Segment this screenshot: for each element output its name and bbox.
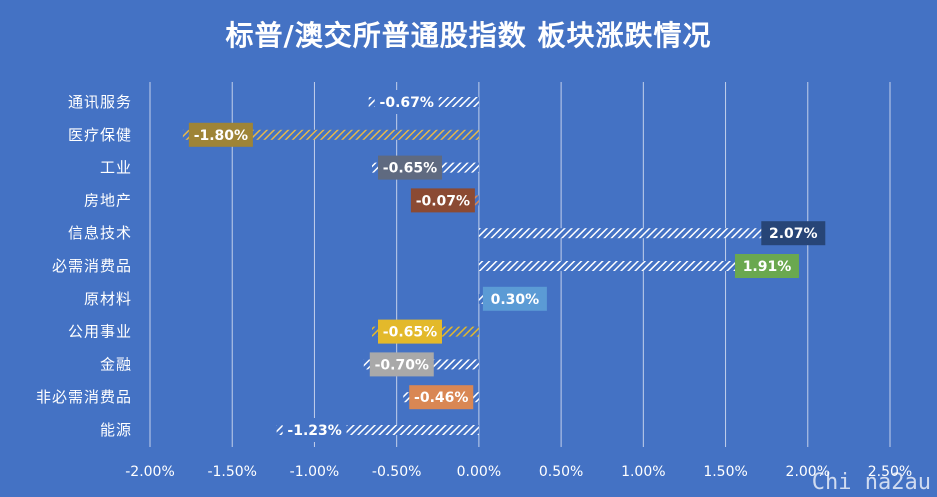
data-label: -0.07%: [410, 188, 475, 213]
category-label: 金融: [100, 355, 132, 373]
data-label: -1.80%: [188, 122, 253, 147]
x-tick-label: 2.00%: [786, 464, 830, 480]
bar: [182, 129, 479, 140]
bar: [478, 228, 820, 239]
data-label: 0.30%: [482, 286, 547, 311]
bar: [276, 425, 479, 435]
category-label: 公用事业: [68, 323, 132, 341]
data-label: -0.70%: [369, 352, 434, 377]
data-label: -0.67%: [374, 90, 439, 114]
data-label: -0.65%: [378, 319, 442, 344]
svg-text:-0.65%: -0.65%: [383, 325, 437, 341]
svg-text:-1.23%: -1.23%: [287, 423, 341, 439]
x-tick-label: -2.00%: [125, 464, 175, 480]
category-label: 非必需消费品: [36, 388, 132, 406]
x-tick-label: -1.50%: [207, 464, 257, 480]
data-label: 2.07%: [761, 221, 826, 246]
data-label: -0.65%: [378, 155, 442, 180]
x-tick-label: 2.50%: [868, 464, 912, 480]
svg-text:-1.80%: -1.80%: [194, 128, 248, 144]
svg-text:2.07%: 2.07%: [769, 226, 818, 242]
x-tick-label: 1.00%: [621, 464, 665, 480]
svg-text:-0.65%: -0.65%: [383, 161, 437, 177]
bars: [182, 97, 820, 435]
x-tick-label: 0.50%: [539, 464, 583, 480]
category-label: 必需消费品: [52, 257, 132, 275]
category-label: 能源: [100, 421, 132, 439]
svg-text:-0.67%: -0.67%: [380, 95, 434, 111]
x-tick-label: -1.00%: [290, 464, 340, 480]
svg-text:1.91%: 1.91%: [743, 259, 792, 275]
category-label: 工业: [100, 159, 132, 177]
x-tick-label: 0.00%: [457, 464, 501, 480]
x-tick-label: 1.50%: [703, 464, 747, 480]
data-label: -0.46%: [409, 385, 474, 410]
svg-text:-0.46%: -0.46%: [414, 390, 468, 406]
data-label: 1.91%: [734, 254, 799, 278]
data-labels: -0.67% -1.80% -0.65% -0.07% 2.07% 1.91% 0.30% -…: [188, 90, 826, 442]
category-label: 原材料: [84, 290, 132, 308]
chart-title: 标普/澳交所普通股指数 板块涨跌情况: [225, 19, 712, 52]
bar: [478, 261, 793, 271]
watermark-text: Chi na2au: [811, 470, 931, 495]
category-label: 医疗保健: [68, 126, 132, 144]
category-label: 房地产: [84, 191, 132, 209]
data-label: -1.23%: [282, 418, 347, 442]
x-tick-labels: -2.00% -1.50% -1.00% -0.50% 0.00% 0.50% 1.00% 1…: [125, 464, 912, 480]
x-tick-label: -0.50%: [372, 464, 422, 480]
category-label: 信息技术: [68, 224, 132, 242]
svg-text:0.30%: 0.30%: [491, 292, 540, 308]
svg-text:-0.70%: -0.70%: [375, 357, 429, 373]
svg-text:-0.07%: -0.07%: [416, 193, 470, 209]
category-label: 通讯服务: [68, 93, 132, 111]
